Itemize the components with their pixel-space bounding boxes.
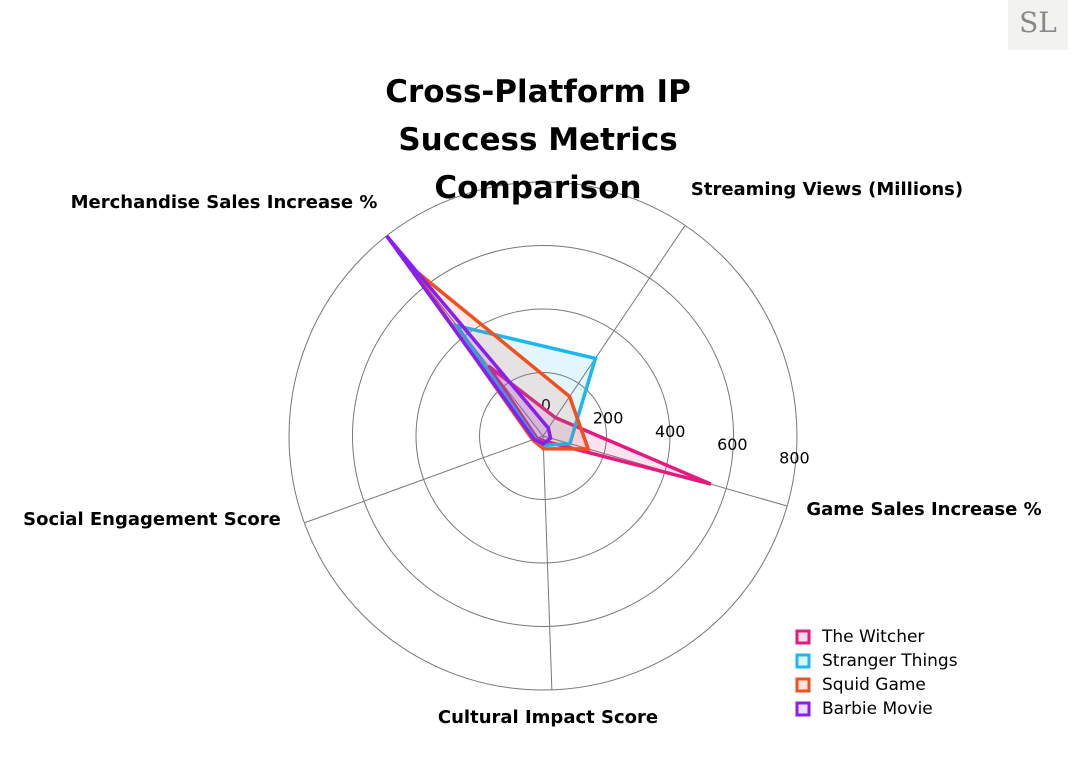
legend-label: Barbie Movie — [822, 699, 933, 719]
tick-label: 200 — [593, 409, 624, 428]
series-area — [385, 234, 553, 446]
legend-label: Squid Game — [822, 675, 926, 695]
axis-label: Streaming Views (Millions) — [691, 179, 963, 200]
series-area — [409, 265, 591, 451]
tick-label: 800 — [779, 448, 810, 467]
axis-line — [542, 435, 553, 690]
axis-line — [304, 435, 544, 524]
legend-label: Stranger Things — [822, 651, 958, 671]
grid-ring — [352, 245, 734, 627]
legend-swatch — [795, 677, 811, 693]
axis-line — [542, 225, 686, 437]
chart-title: Cross-Platform IP Success Metrics Compar… — [385, 74, 691, 206]
grid-ring — [479, 372, 607, 500]
legend-label: The Witcher — [821, 627, 924, 647]
axis-label: Game Sales Increase % — [806, 499, 1041, 520]
grid-ring — [415, 308, 671, 564]
legend-swatch — [795, 653, 811, 669]
tick-label: 400 — [655, 422, 686, 441]
legend-swatch — [795, 629, 811, 645]
axis-label: Social Engagement Score — [23, 509, 281, 530]
axis-label: Cultural Impact Score — [438, 707, 658, 728]
tick-label: 600 — [717, 435, 748, 454]
tick-label: 0 — [541, 396, 551, 415]
legend-swatch — [795, 701, 811, 717]
grid-ring — [288, 181, 798, 691]
axis-label: Merchandise Sales Increase % — [71, 192, 378, 213]
logo: SL — [1008, 0, 1068, 50]
series-area — [486, 364, 712, 486]
